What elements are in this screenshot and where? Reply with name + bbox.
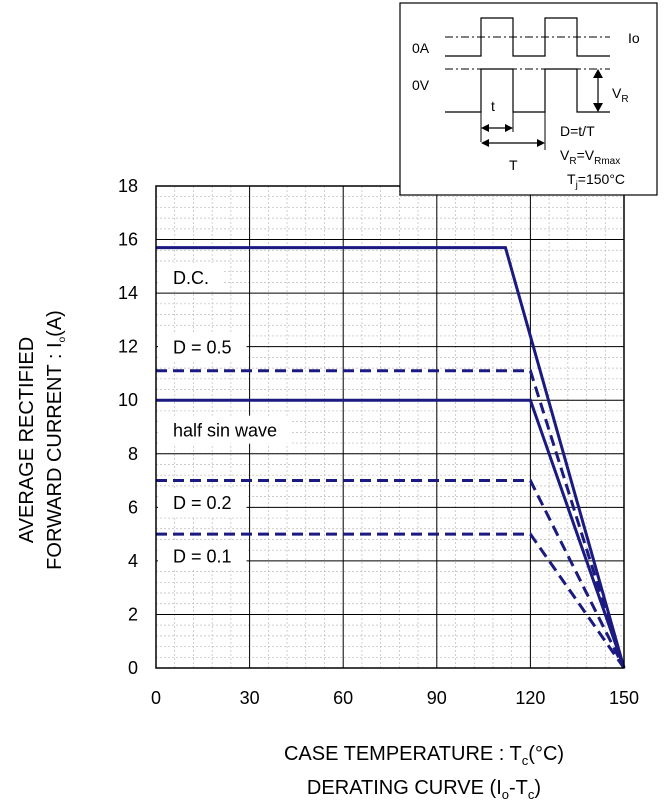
duty-equation: D=t/T [560,123,595,139]
series-label-bg [158,541,247,570]
vr-label: VR [612,85,629,105]
x-tick-label: 150 [609,688,639,708]
voltage-waveform [445,68,610,113]
y-axis-label-line2: FORWARD CURRENT : Io(A) [44,310,68,570]
y-axis-label-line1: AVERAGE RECTIFIED [16,337,38,543]
series-label-bg [158,415,293,444]
plot-frame [155,185,625,669]
y-tick-label: 2 [128,604,138,624]
x-tick-label: 60 [333,688,353,708]
y-tick-labels: 0 2 4 6 8 10 12 14 16 18 [118,176,138,678]
io-label: Io [628,30,640,46]
inset-frame [399,2,658,196]
series-line [156,479,626,669]
y-tick-label: 14 [118,283,138,303]
current-waveform [445,17,610,57]
y-tick-label: 18 [118,176,138,196]
chart-caption: DERATING CURVE (Io-Tc) [307,777,541,802]
zero-v-label: 0V [412,77,430,93]
x-tick-label: 90 [427,688,447,708]
x-tick-label: 0 [151,688,161,708]
y-tick-label: 0 [128,658,138,678]
y-tick-label: 12 [118,337,138,357]
x-tick-label: 30 [240,688,260,708]
waveform-inset: Io 0A 0V VR t T D=t/T VR=VRmax Tj=150°C [399,2,658,196]
series-lines [156,246,626,669]
series-label: D.C. [173,268,209,288]
series-label: half sin wave [173,421,277,441]
vr-equation: VR=VRmax [560,147,620,167]
t-small-label: t [491,98,495,114]
x-tick-labels: 0 30 60 90 120 150 [151,688,639,708]
series-label-backgrounds [158,263,293,570]
series-labels: D.C. D = 0.5 half sin wave D = 0.2 D = 0.1 [173,268,277,566]
vr-arrow-head-down [593,103,603,112]
y-tick-label: 6 [128,497,138,517]
series-line [156,532,626,669]
T-arrow-head-right [537,139,545,147]
t-arrow-head-right [505,124,513,132]
series-line [156,246,626,669]
y-axis-label: AVERAGE RECTIFIED FORWARD CURRENT : Io(A… [16,310,68,570]
series-label-bg [158,263,224,292]
tj-equation: Tj=150°C [567,171,625,191]
series-line [156,398,626,669]
series-label: D = 0.1 [173,547,232,567]
y-tick-label: 4 [128,551,138,571]
x-axis-label: CASE TEMPERATURE : Tc(°C) [284,743,564,768]
series-label: D = 0.5 [173,338,232,358]
series-label-bg [158,487,247,516]
y-tick-label: 16 [118,230,138,250]
x-tick-label: 120 [515,688,545,708]
y-tick-label: 10 [118,390,138,410]
T-arrow-head-left [481,139,489,147]
series-label: D = 0.2 [173,493,232,513]
vr-arrow-head-up [593,69,603,78]
series-label-bg [158,332,247,361]
series-line [156,369,626,669]
t-arrow-head-left [481,124,489,132]
zero-a-label: 0A [412,40,430,56]
T-big-label: T [509,157,518,173]
y-tick-label: 8 [128,444,138,464]
